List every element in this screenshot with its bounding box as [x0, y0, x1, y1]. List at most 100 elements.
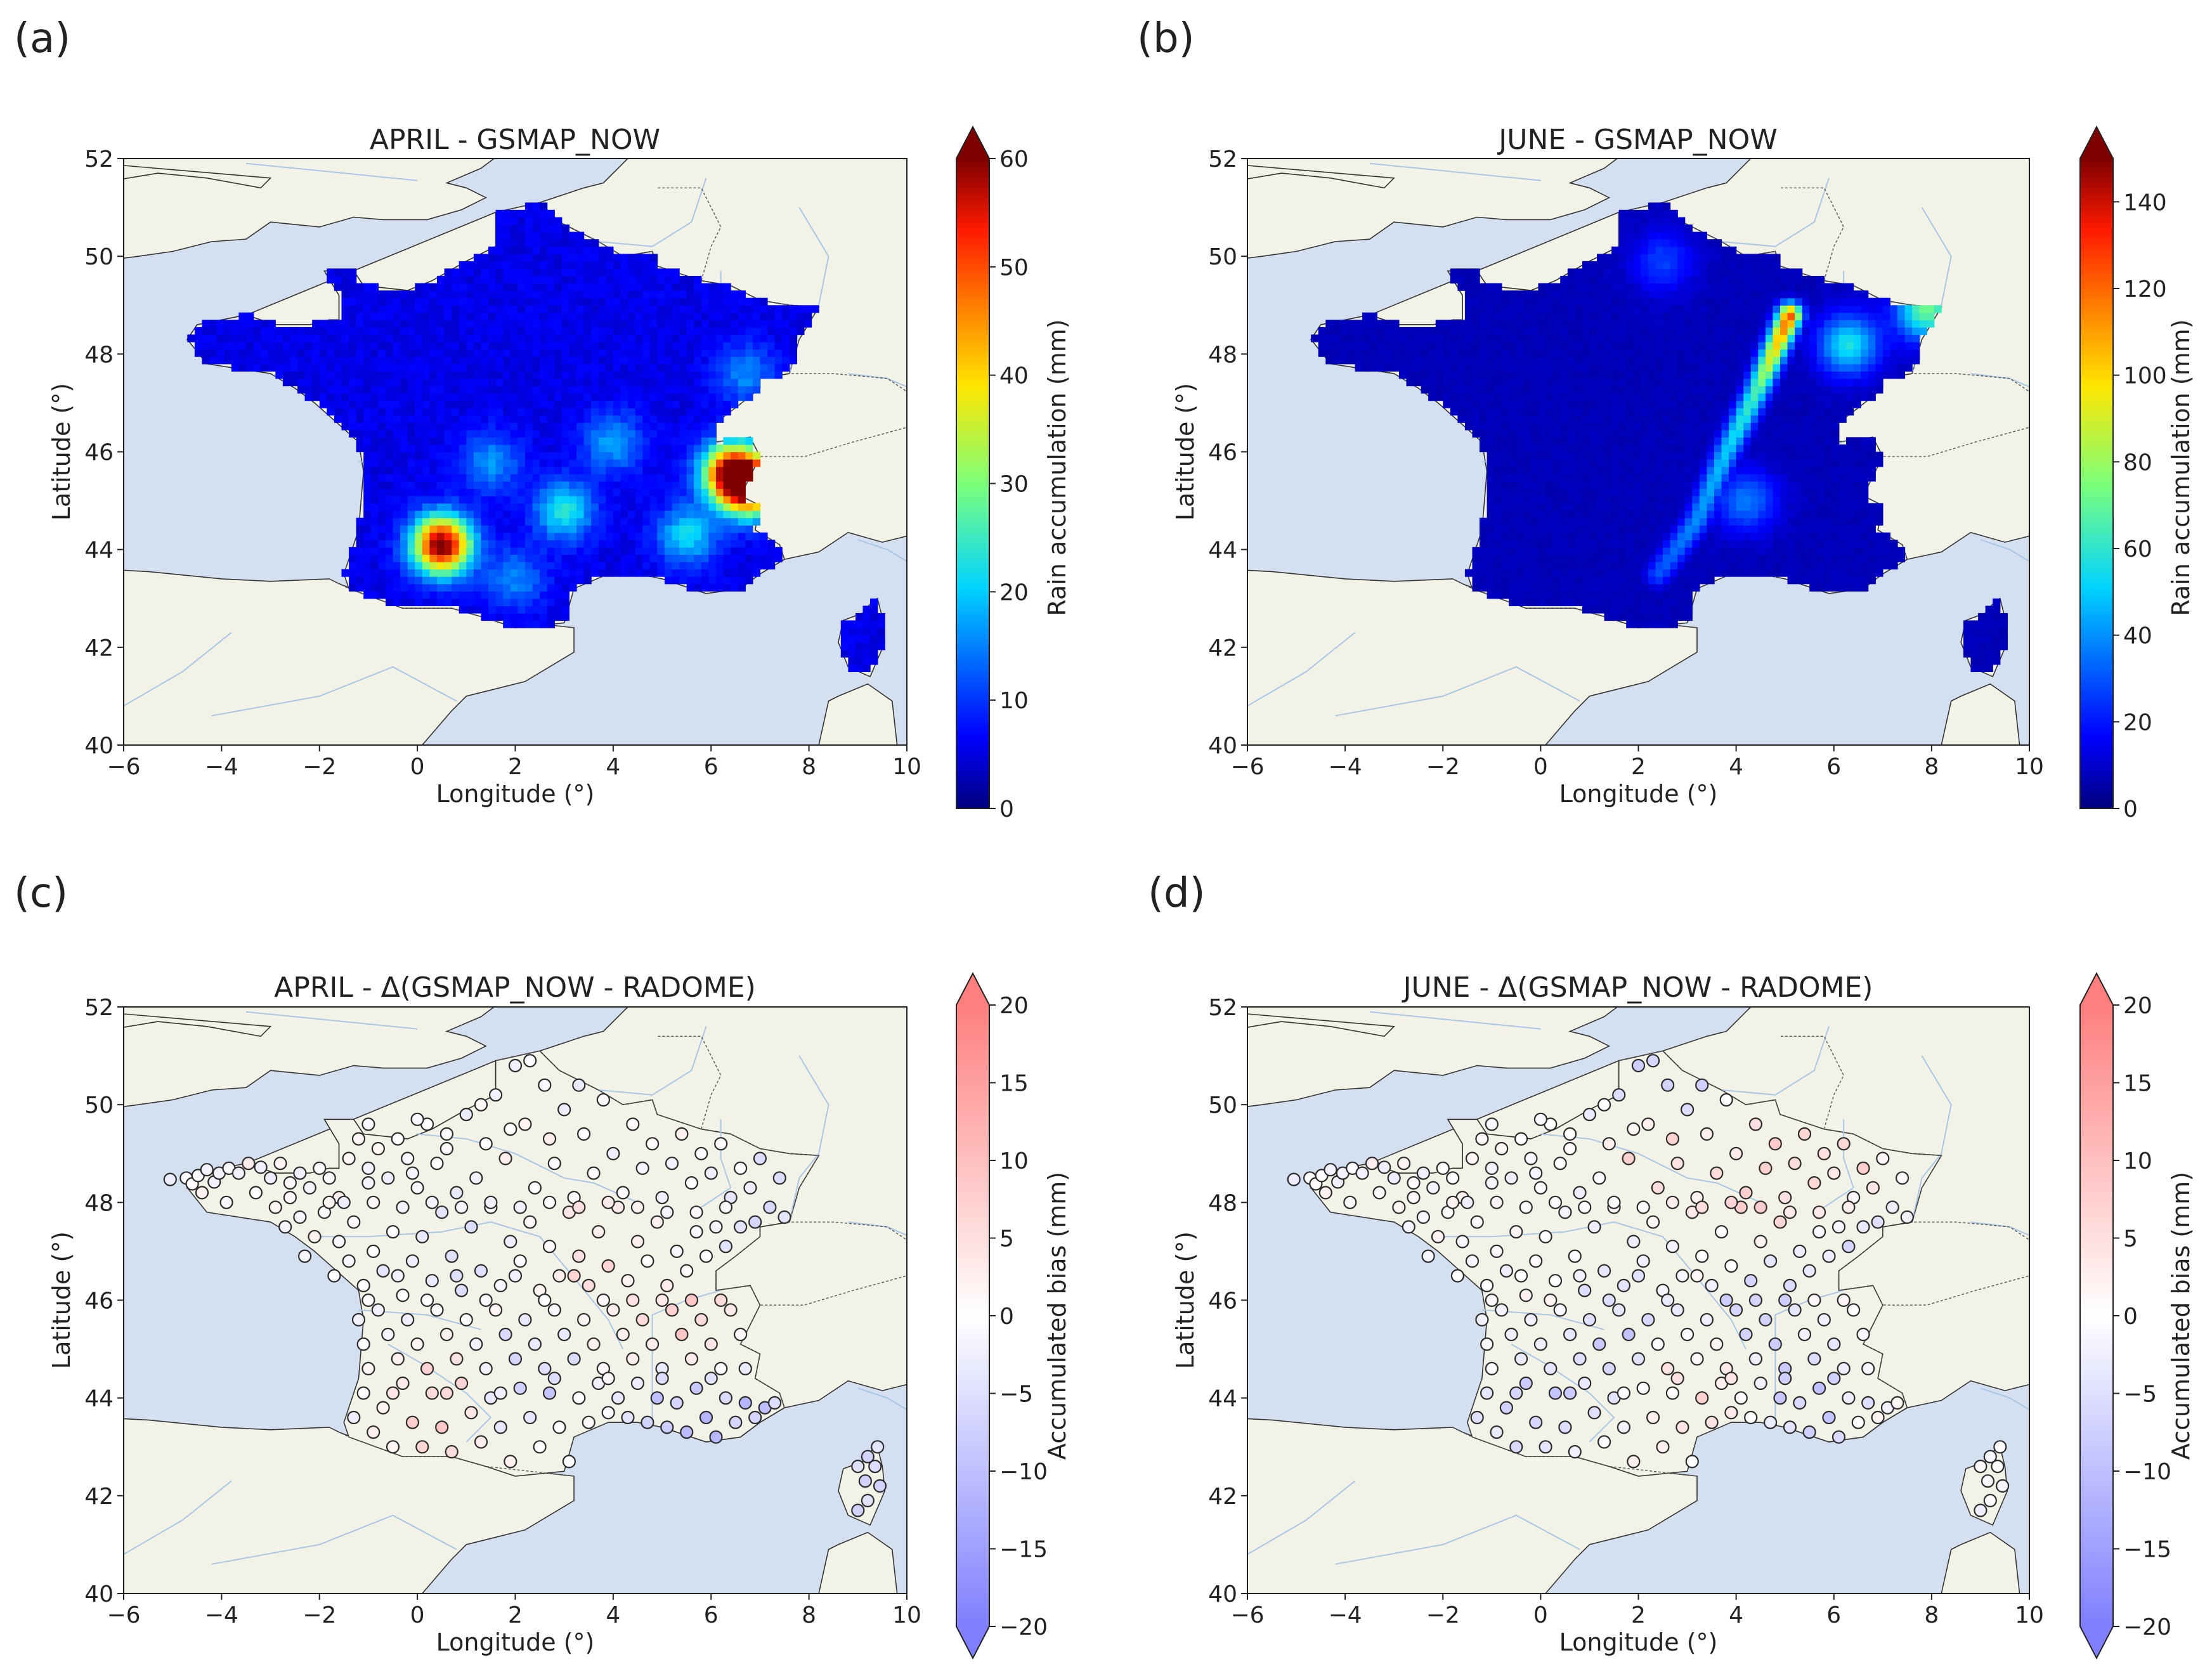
rain-cell [1773, 371, 1781, 379]
rain-cell [415, 386, 423, 394]
rain-cell [547, 474, 555, 482]
rain-cell [1816, 517, 1825, 526]
country-border [1780, 187, 1844, 281]
rain-cell [452, 481, 460, 489]
rain-cell [708, 356, 717, 365]
rain-cell [319, 320, 327, 328]
rain-cell [856, 642, 864, 651]
rain-cell [1567, 444, 1575, 453]
rain-cell [1750, 363, 1759, 372]
rain-cell [1846, 356, 1854, 365]
rain-cell [1684, 583, 1693, 592]
rain-cell [1861, 495, 1869, 504]
rain-cell [393, 422, 401, 431]
rain-cell [540, 327, 548, 335]
rain-cell [1552, 466, 1561, 474]
rain-cell [1838, 400, 1847, 408]
rain-cell [598, 393, 606, 401]
rain-cell [1677, 554, 1686, 562]
rain-cell [1714, 422, 1722, 431]
rain-cell [738, 451, 746, 460]
rain-cell [679, 276, 687, 284]
rain-cell [1699, 495, 1707, 504]
rain-cell [1552, 429, 1561, 438]
rain-cell [422, 474, 430, 482]
rain-cell [495, 532, 504, 540]
rain-cell [1765, 437, 1774, 445]
rain-cell [400, 591, 408, 599]
rain-cell [524, 561, 533, 570]
rain-cell [664, 488, 673, 496]
rain-cell [1648, 495, 1656, 504]
rain-cell [466, 327, 474, 335]
rain-cell [1816, 583, 1825, 592]
rain-cell [1684, 495, 1693, 504]
rain-cell [1523, 481, 1532, 489]
rain-cell [554, 429, 563, 438]
rain-cell [561, 356, 569, 365]
rain-cell [649, 320, 658, 328]
rain-cell [1882, 363, 1890, 372]
rain-cell [540, 202, 548, 211]
rain-cell [752, 540, 761, 548]
rain-cell [1421, 349, 1429, 357]
rain-cell [1655, 481, 1663, 489]
rain-cell [1450, 378, 1458, 387]
rain-cell [334, 349, 342, 357]
rain-cell [731, 474, 739, 482]
rain-cell [356, 532, 364, 540]
rain-cell [459, 576, 467, 585]
rain-cell [282, 342, 291, 350]
rain-cell [532, 356, 540, 365]
rain-cell [598, 437, 606, 445]
rain-cell [1523, 583, 1532, 592]
rain-cell [694, 444, 702, 453]
rain-cell [429, 334, 438, 342]
rain-cell [1802, 554, 1810, 562]
rain-cell [1545, 429, 1554, 438]
rain-cell [554, 422, 563, 431]
rain-cell [1684, 517, 1693, 526]
rain-cell [407, 371, 415, 379]
colorbar-tick-label: 0 [999, 796, 1014, 822]
rain-cell [452, 363, 460, 372]
rain-cell [349, 400, 357, 408]
rain-cell [466, 495, 474, 504]
rain-cell [510, 356, 518, 365]
rain-cell [1538, 371, 1546, 379]
rain-cell [452, 268, 460, 276]
rain-cell [613, 356, 621, 365]
rain-cell [1721, 474, 1729, 482]
rain-cell [1802, 517, 1810, 526]
rain-cell [1648, 613, 1656, 621]
rain-cell [466, 576, 474, 585]
rain-cell [517, 517, 526, 526]
rain-cell [1582, 459, 1591, 467]
rain-cell [540, 378, 548, 387]
rain-cell [1589, 356, 1597, 365]
rain-cell [429, 474, 438, 482]
rain-cell [503, 224, 511, 233]
rain-cell [1604, 422, 1612, 431]
rain-cell [1729, 429, 1737, 438]
rain-cell [598, 466, 606, 474]
rain-cell [1861, 569, 1869, 577]
rain-cell [503, 481, 511, 489]
rain-cell [1626, 620, 1634, 628]
rain-cell [1604, 540, 1612, 548]
rain-cell [393, 363, 401, 372]
rain-cell [1699, 481, 1707, 489]
rain-cell [738, 503, 746, 511]
rain-cell [1648, 503, 1656, 511]
rain-cell [1648, 481, 1656, 489]
rain-cell [1648, 378, 1656, 387]
rain-cell [268, 349, 276, 357]
rain-cell [723, 554, 731, 562]
rain-cell [672, 540, 680, 548]
rain-cell [547, 363, 555, 372]
rain-cell [1626, 466, 1634, 474]
rain-cell [1604, 554, 1612, 562]
rain-cell [576, 444, 585, 453]
rain-cell [716, 495, 724, 504]
rain-cell [437, 415, 445, 423]
